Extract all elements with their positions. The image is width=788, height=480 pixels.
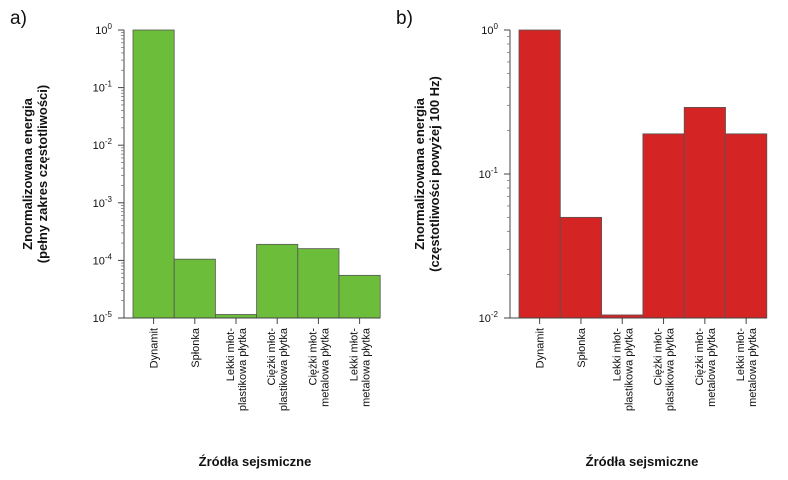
bar <box>518 29 561 319</box>
bar <box>642 133 685 319</box>
x-tick-label: Dynamit <box>149 328 161 368</box>
y-tick-label: 100 <box>95 22 112 37</box>
x-tick-label: Lekki młot-plastikowa płytka <box>225 327 249 411</box>
y-tick-label: 10-2 <box>479 310 499 325</box>
x-tick-label: Lekki młot-metalowa płytka <box>735 327 759 407</box>
bar <box>683 107 726 319</box>
bar <box>214 314 257 319</box>
y-tick-label: 10-5 <box>93 310 113 325</box>
chart-panel-b: b) 100 10-1 10-2 Dynamit Spłonka Lekki młot-pl… <box>396 8 768 469</box>
x-tick-label: Spłonka <box>576 327 588 368</box>
x-tick-label: Spłonka <box>190 327 202 368</box>
panel-label: b) <box>396 8 413 29</box>
x-axis-title: Źródła sejsmiczne <box>586 454 699 469</box>
x-tick-label: Lekki młot-plastikowa płytka <box>611 327 635 411</box>
x-tick-label: Ciężki młot-metalowa płytka <box>307 327 331 407</box>
bar <box>725 133 768 319</box>
x-tick-label: Dynamit <box>535 328 547 368</box>
y-tick-label: 10-3 <box>93 195 113 210</box>
x-tick-label: Lekki młot-metalowa płytka <box>349 327 373 407</box>
bar <box>256 243 299 319</box>
y-tick-label: 10-4 <box>93 252 113 267</box>
x-tick-label: Ciężki młot-plastikowa płytka <box>653 327 677 411</box>
y-tick-label: 100 <box>481 22 498 37</box>
y-axis-title: Znormalizowana energia(częstotliwości po… <box>412 76 442 272</box>
panel-label: a) <box>10 8 27 29</box>
bar <box>132 29 175 319</box>
x-tick-label: Ciężki młot-plastikowa płytka <box>266 327 290 411</box>
bar <box>559 216 602 319</box>
y-tick-label: 10-1 <box>93 80 113 95</box>
chart-panel-a: a) 100 10-1 10-2 10-3 10-4 10-5 Dynamit Spłonka L… <box>10 8 381 469</box>
y-tick-label: 10-2 <box>93 137 113 152</box>
y-axis-title: Znormalizowana energia(pełny zakres częs… <box>20 85 50 263</box>
x-tick-label: Ciężki młot-metalowa płytka <box>694 327 718 407</box>
bar <box>173 258 216 319</box>
x-axis-title: Źródła sejsmiczne <box>199 454 312 469</box>
bar <box>297 248 340 319</box>
bar <box>338 274 381 319</box>
y-tick-label: 10-1 <box>479 166 499 181</box>
